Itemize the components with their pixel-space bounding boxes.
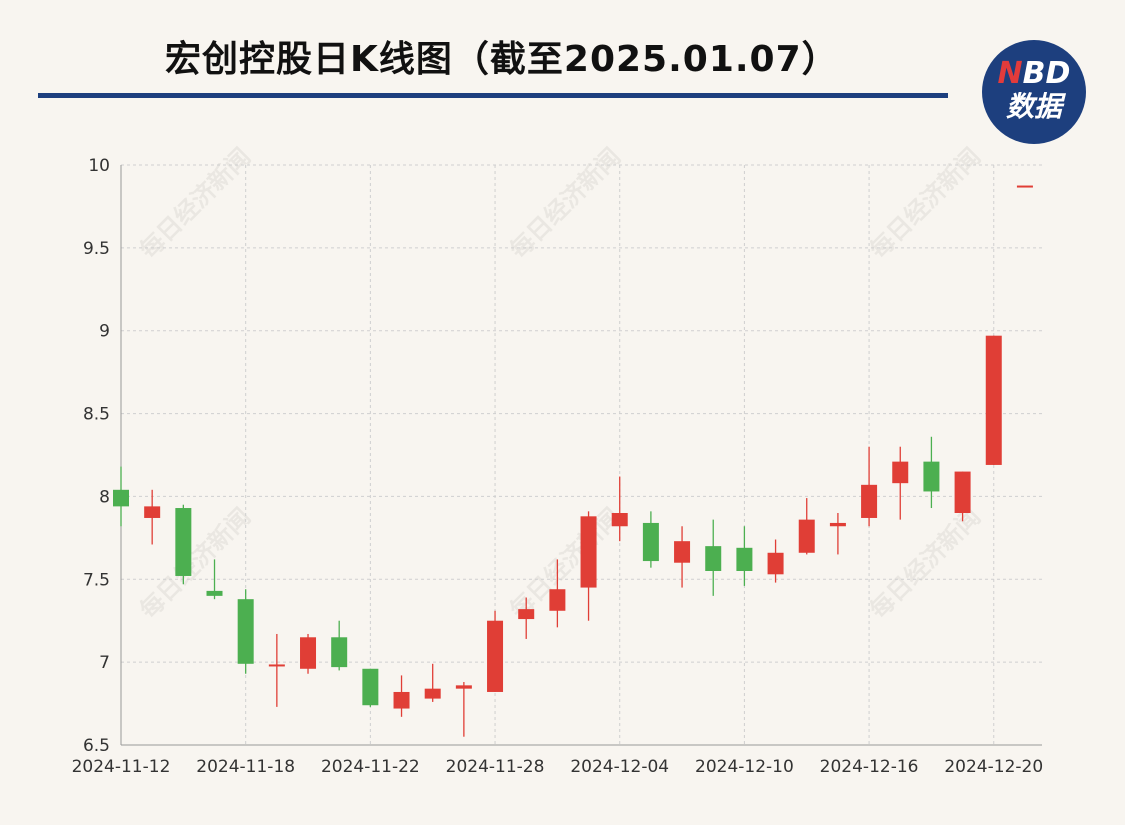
candle [268,633,285,707]
candle-body [518,609,535,620]
candle [175,504,192,585]
candle-body [767,552,784,575]
candle-body [144,506,161,518]
candle-body [331,637,348,668]
logo-bottom-text: 数据 [1005,90,1062,123]
y-tick-label: 9 [99,322,110,342]
x-tick-label: 2024-11-12 [72,757,171,777]
candle-body [206,590,223,596]
y-tick-label: 9.5 [83,239,110,259]
y-tick-label: 6.5 [83,736,110,756]
candle [393,675,410,717]
logo-accent-letter: N [997,56,1023,91]
logo-top-rest: BD [1022,56,1071,91]
candle [1016,185,1033,188]
candle-body [923,461,940,492]
candle [767,539,784,583]
candle [455,682,472,737]
candle-body [705,546,722,571]
candle [580,511,597,621]
y-tick-label: 8.5 [83,405,110,425]
candle [206,559,223,600]
watermark-text: 每日经济新闻 [864,143,986,265]
candle [237,589,254,674]
candle [954,471,971,522]
candle [705,519,722,596]
candle [144,489,161,545]
candle [300,633,317,674]
nbd-logo: NBD 数据 [982,40,1086,144]
candle-body [611,513,628,527]
candle-body [829,522,846,527]
watermark-text: 每日经济新闻 [134,143,256,265]
candle [424,663,441,702]
candle-body [237,599,254,664]
watermark-text: 每日经济新闻 [504,143,626,265]
candle [487,610,504,692]
candle [892,446,909,520]
candle-body [268,664,285,667]
y-tick-label: 7 [99,653,110,673]
candle-body [300,637,317,669]
candle [331,620,348,671]
y-tick-label: 7.5 [83,570,110,590]
y-tick-label: 8 [99,487,110,507]
candle [985,335,1002,465]
grid-layer: 6.5 7 7.5 8 8.5 9 9.5 10 2024-11-12 2024-11-18 202… [72,156,1044,777]
candle [798,498,815,555]
candle-body [892,461,909,484]
candle [923,436,940,509]
candle [829,513,846,555]
candle-body [954,471,971,513]
candle [642,511,659,568]
candle-body [642,522,659,562]
x-tick-label: 2024-11-28 [446,757,545,777]
candle-body [487,620,504,692]
candle-body [175,508,192,576]
candle-body [393,691,410,709]
candle-body [861,484,878,518]
watermark-text: 每日经济新闻 [864,503,986,625]
x-tick-label: 2024-12-04 [570,757,669,777]
candle [674,526,691,588]
chart-title: 宏创控股日K线图（截至2025.01.07） [165,39,839,80]
candle-body [798,519,815,553]
x-tick-label: 2024-12-16 [820,757,919,777]
candle-body [674,541,691,563]
candle-body [1016,185,1033,188]
candle-body [113,489,129,507]
candle-body [455,685,472,689]
candle-body [362,668,379,706]
title-underline [38,93,948,98]
candle [736,526,753,586]
x-tick-label: 2024-12-10 [695,757,794,777]
x-tick-label: 2024-11-22 [321,757,420,777]
candle-body [424,688,441,699]
candle-body [985,335,1002,465]
x-tick-label: 2024-11-18 [196,757,295,777]
logo-top-text: NBD [982,58,1086,90]
x-tick-label: 2024-12-20 [944,757,1043,777]
candle-body [580,516,597,588]
candle-body [549,589,566,611]
candle [549,559,566,628]
candles-layer [113,185,1033,737]
candle [518,597,535,639]
candle-body [736,547,753,571]
y-tick-label: 10 [88,156,110,176]
candle [861,446,878,527]
axes-layer [120,165,1042,746]
candle [362,668,379,707]
candle [113,466,129,527]
candle [611,476,628,542]
